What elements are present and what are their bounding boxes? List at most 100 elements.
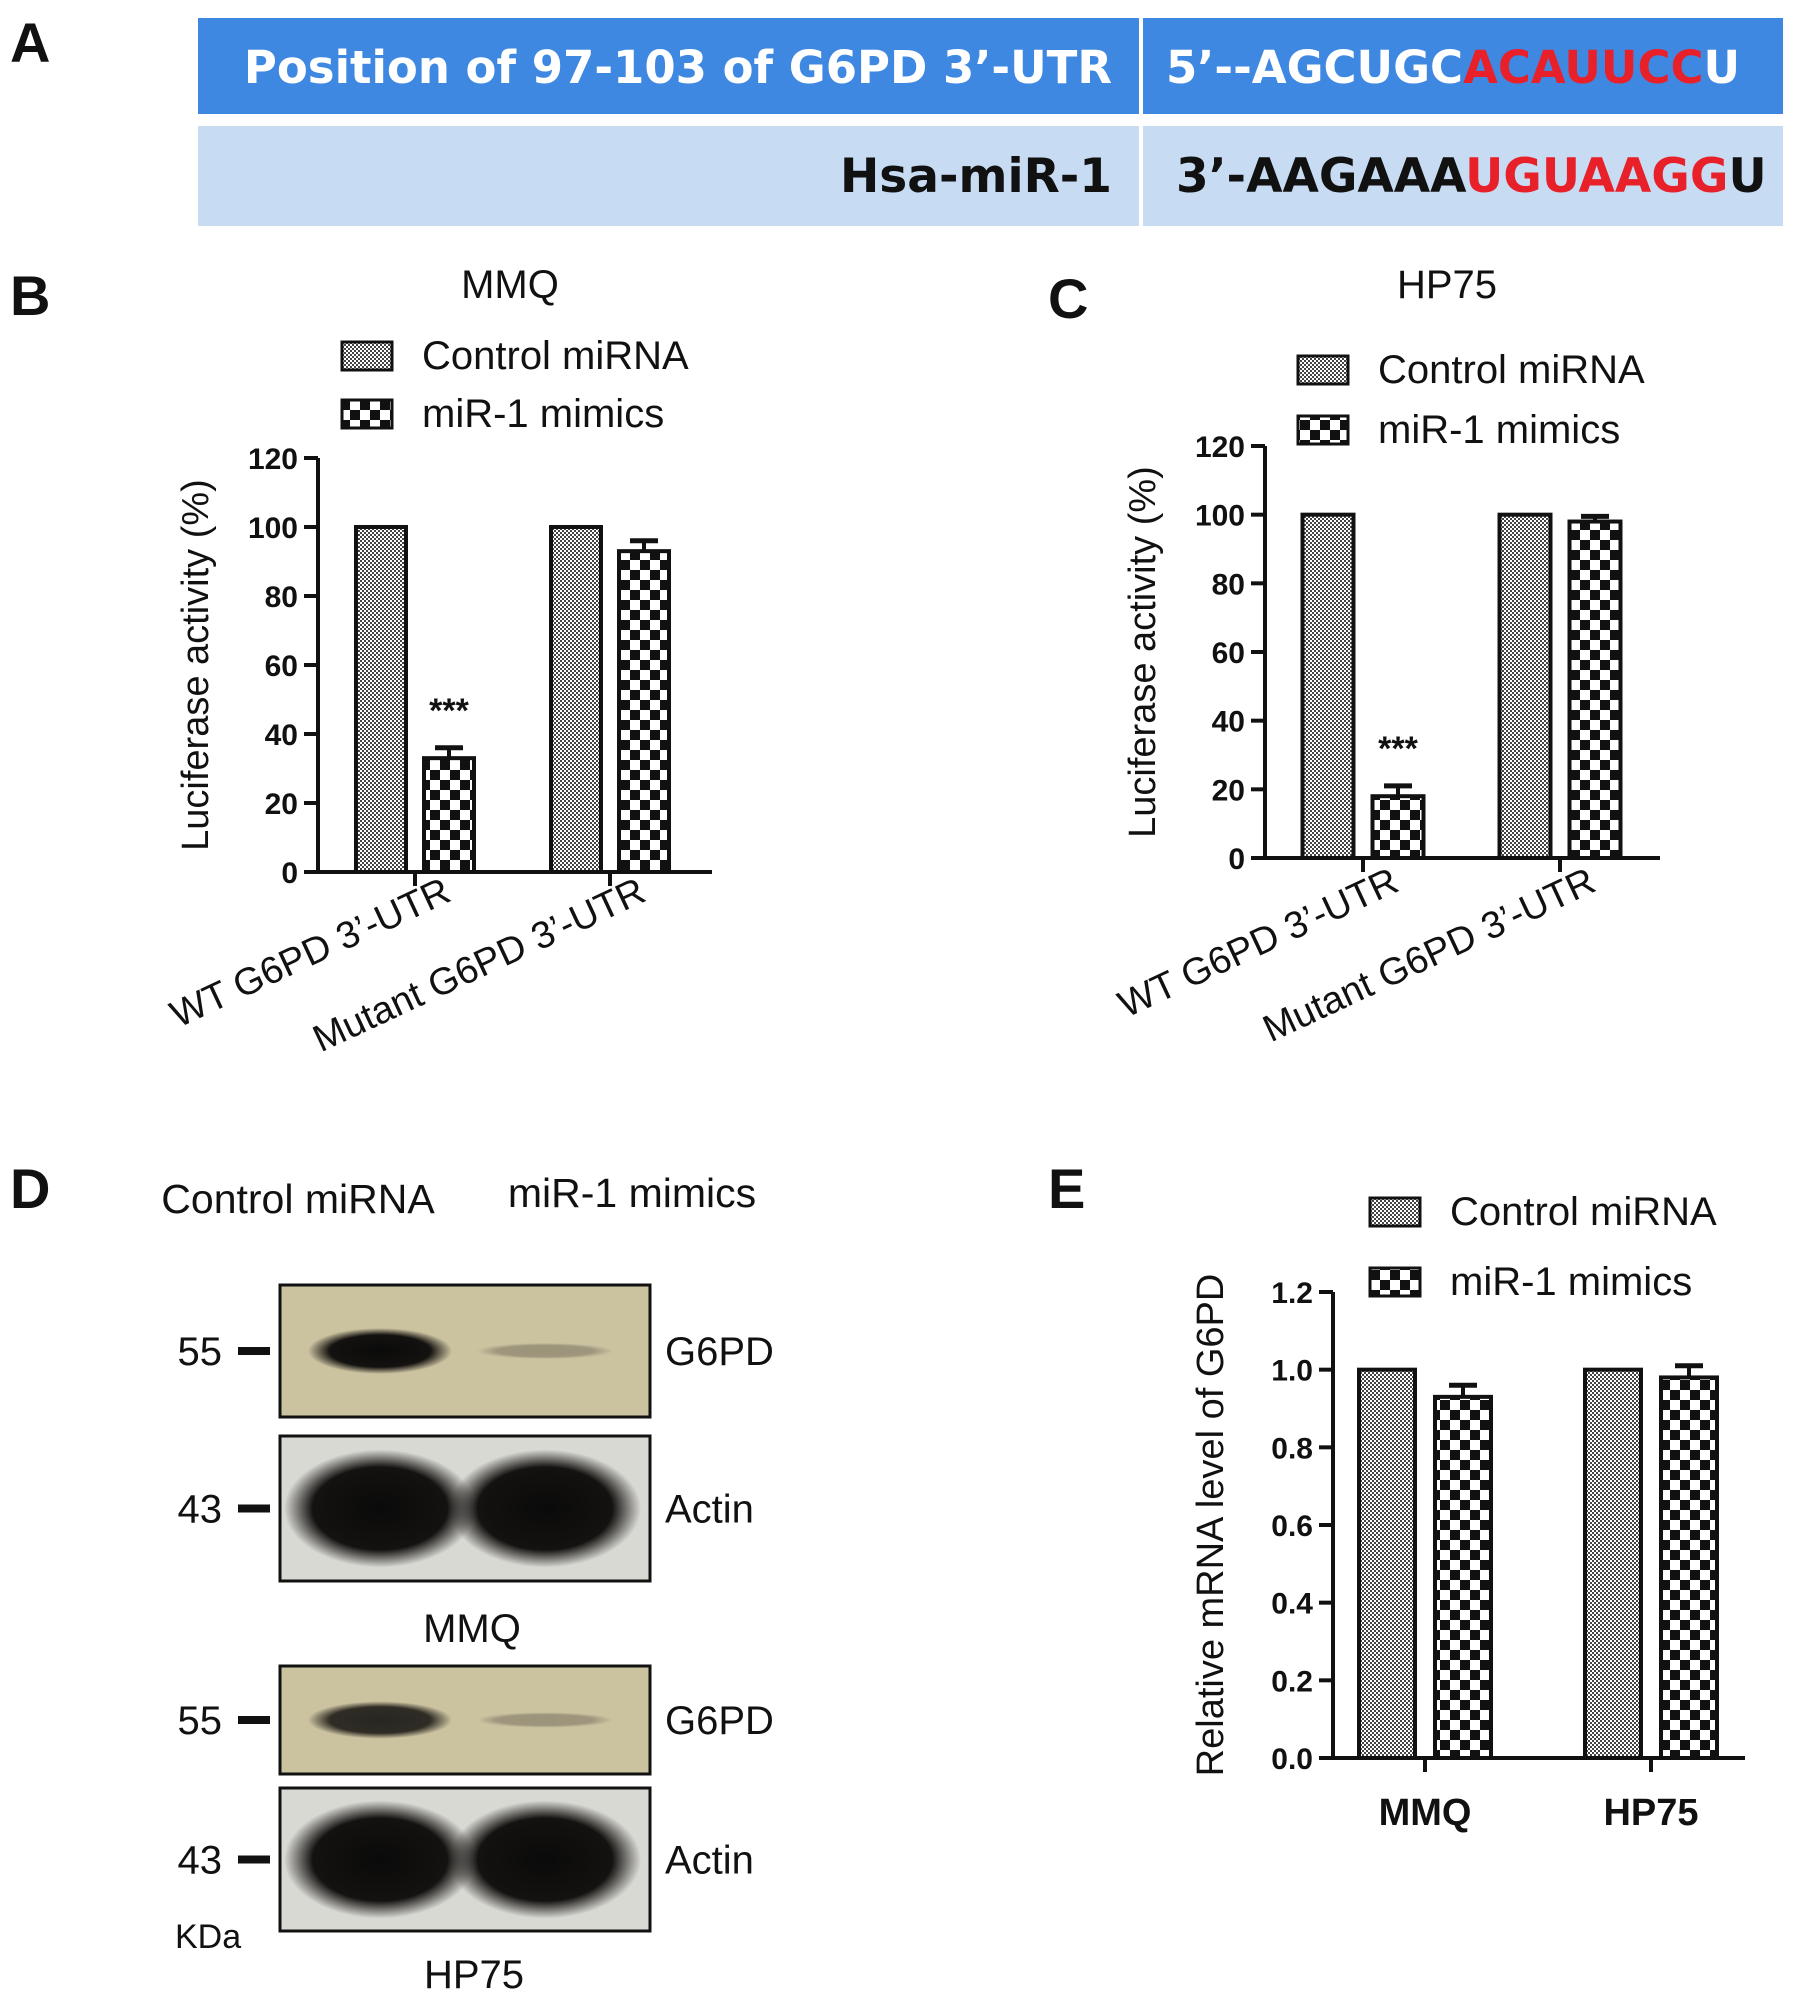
bar-control bbox=[1497, 512, 1553, 861]
utr-sequence: 5’--AGCUGCACAUUCCU bbox=[1166, 41, 1740, 94]
y-tick-label: 100 bbox=[248, 512, 298, 545]
sequence-row-mirna bbox=[198, 126, 1783, 226]
y-tick-label: 80 bbox=[265, 581, 298, 614]
marker-weight-label: 43 bbox=[178, 1488, 223, 1532]
bar-control bbox=[549, 525, 603, 874]
blot-g6pd-hp75: 55 G6PD bbox=[178, 1664, 774, 1776]
blot-cell-label-mmq: MMQ bbox=[423, 1607, 521, 1651]
blot-band bbox=[449, 1800, 641, 1919]
panel-letter-e: E bbox=[1048, 1157, 1085, 1220]
utr-position-label: Position of 97-103 of G6PD 3’-UTR bbox=[244, 41, 1112, 94]
bar-mimics bbox=[1370, 794, 1426, 861]
bar-mimics bbox=[1433, 1394, 1493, 1760]
utr-sequence-seed: ACAUUCC bbox=[1463, 41, 1703, 94]
blot-cell-label-hp75: HP75 bbox=[424, 1953, 524, 1997]
chart-hp75-luciferase: HP75 Control miRNA miR-1 mimics 0 20 40 60 80 10… bbox=[1112, 263, 1660, 1051]
blot-actin-mmq: 43 Actin bbox=[178, 1434, 754, 1583]
blot-protein-label: Actin bbox=[665, 1839, 754, 1883]
y-tick-label: 60 bbox=[265, 650, 298, 683]
x-category-label: HP75 bbox=[1603, 1792, 1698, 1834]
y-axis-label: Luciferase activity (%) bbox=[1122, 466, 1164, 838]
y-tick-label: 0.8 bbox=[1271, 1432, 1313, 1465]
significance-label: *** bbox=[429, 692, 469, 730]
panel-letter-d: D bbox=[10, 1157, 50, 1220]
y-tick-label: 0.2 bbox=[1271, 1665, 1313, 1698]
y-tick-label: 0.4 bbox=[1271, 1588, 1313, 1621]
legend-swatch-mimics bbox=[340, 398, 394, 430]
bar-control bbox=[354, 525, 408, 874]
mirna-sequence: 3’-AAGAAAUGUAAGGU bbox=[1176, 149, 1767, 204]
y-tick-label: 20 bbox=[1212, 774, 1245, 807]
western-blot-panel: Control miRNA miR-1 mimics 55 G6PD 43 Actin… bbox=[161, 1170, 774, 1997]
bar-control bbox=[1357, 1367, 1417, 1760]
y-tick-label: 20 bbox=[265, 788, 298, 821]
panel-letter-a: A bbox=[10, 11, 50, 74]
legend-label-control: Control miRNA bbox=[1378, 348, 1645, 392]
blot-unit-label: KDa bbox=[175, 1918, 241, 1956]
panel-letter-b: B bbox=[10, 264, 50, 327]
marker-weight-label: 43 bbox=[178, 1839, 223, 1883]
marker-weight-label: 55 bbox=[178, 1330, 223, 1374]
y-tick-label: 0 bbox=[1228, 843, 1245, 876]
legend-label-control: Control miRNA bbox=[422, 334, 689, 378]
utr-sequence-prefix: 5’--AGCUGC bbox=[1166, 41, 1463, 94]
y-tick-label: 120 bbox=[1195, 431, 1245, 464]
blot-band bbox=[284, 1449, 476, 1568]
chart-mmq-luciferase: MMQ Control miRNA miR-1 mimics 0 20 40 60 80 100… bbox=[164, 263, 712, 1061]
mirna-sequence-seed: UGUAAGG bbox=[1465, 149, 1728, 204]
x-category-label: Mutant G6PD 3’-UTR bbox=[1257, 860, 1602, 1051]
mirna-sequence-suffix: U bbox=[1728, 149, 1766, 204]
bar-mimics bbox=[617, 549, 671, 875]
blot-protein-label: G6PD bbox=[665, 1330, 774, 1374]
y-tick-label: 60 bbox=[1212, 637, 1245, 670]
y-tick-label: 100 bbox=[1195, 500, 1245, 533]
y-tick-label: 1.0 bbox=[1271, 1355, 1313, 1388]
legend-swatch-control bbox=[340, 340, 394, 372]
mirna-sequence-prefix: 3’-AAGAAA bbox=[1176, 149, 1467, 204]
blot-band bbox=[308, 1701, 452, 1739]
sequence-row-utr bbox=[198, 18, 1783, 114]
blot-band bbox=[308, 1328, 452, 1374]
x-category-label: Mutant G6PD 3’-UTR bbox=[307, 870, 652, 1061]
bar-mimics bbox=[1659, 1375, 1719, 1761]
y-tick-label: 1.2 bbox=[1271, 1277, 1313, 1310]
legend-label-mimics: miR-1 mimics bbox=[422, 392, 664, 436]
blot-protein-label: G6PD bbox=[665, 1699, 774, 1743]
sequence-table: Position of 97-103 of G6PD 3’-UTR 5’--AG… bbox=[198, 18, 1783, 226]
legend-swatch-control bbox=[1368, 1196, 1422, 1228]
bar-control bbox=[1583, 1367, 1643, 1760]
mirna-label: Hsa-miR-1 bbox=[840, 149, 1112, 204]
blot-column-label-mimics: miR-1 mimics bbox=[508, 1170, 756, 1216]
chart-relative-mrna: Control miRNA miR-1 mimics 0.0 0.2 0.4 0.6 0.8… bbox=[1190, 1190, 1745, 1834]
blot-column-label-control: Control miRNA bbox=[161, 1176, 435, 1222]
blot-band bbox=[477, 1712, 613, 1728]
y-tick-label: 40 bbox=[1212, 706, 1245, 739]
y-tick-label: 80 bbox=[1212, 568, 1245, 601]
bar-mimics bbox=[1567, 519, 1623, 860]
y-tick-label: 120 bbox=[248, 443, 298, 476]
bar-control bbox=[1300, 512, 1356, 861]
y-tick-label: 0.0 bbox=[1271, 1743, 1313, 1776]
legend-label-mimics: miR-1 mimics bbox=[1378, 408, 1620, 452]
y-tick-label: 0 bbox=[281, 857, 298, 890]
y-axis-label: Relative mRNA level of G6PD bbox=[1190, 1274, 1232, 1777]
significance-label: *** bbox=[1378, 730, 1418, 768]
blot-actin-hp75: 43 Actin bbox=[178, 1786, 754, 1933]
x-category-label: MMQ bbox=[1379, 1792, 1472, 1834]
legend-swatch-mimics bbox=[1368, 1266, 1422, 1298]
blot-band bbox=[477, 1342, 613, 1360]
legend-label-control: Control miRNA bbox=[1450, 1190, 1717, 1234]
blot-band bbox=[284, 1800, 476, 1919]
panel-letter-c: C bbox=[1048, 267, 1088, 330]
blot-band bbox=[449, 1449, 641, 1568]
y-axis-label: Luciferase activity (%) bbox=[175, 479, 217, 851]
chart-title: HP75 bbox=[1397, 263, 1497, 307]
legend-label-mimics: miR-1 mimics bbox=[1450, 1260, 1692, 1304]
chart-title: MMQ bbox=[461, 263, 559, 307]
blot-protein-label: Actin bbox=[665, 1488, 754, 1532]
legend-swatch-control bbox=[1296, 354, 1350, 386]
y-tick-label: 0.6 bbox=[1271, 1510, 1313, 1543]
marker-weight-label: 55 bbox=[178, 1699, 223, 1743]
y-tick-label: 40 bbox=[265, 719, 298, 752]
